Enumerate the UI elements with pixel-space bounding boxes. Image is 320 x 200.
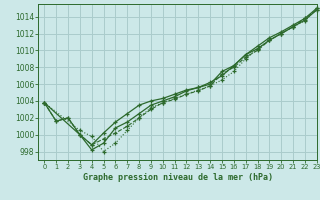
X-axis label: Graphe pression niveau de la mer (hPa): Graphe pression niveau de la mer (hPa) (83, 173, 273, 182)
